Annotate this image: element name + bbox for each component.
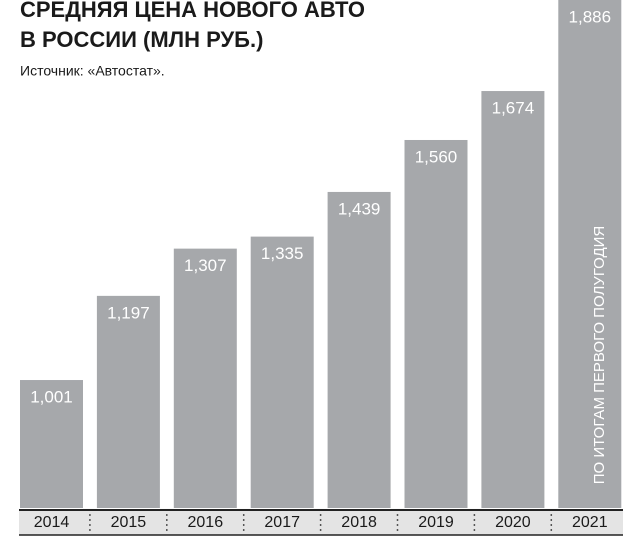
x-tick-label: 2018 [341,514,377,531]
bar [327,191,391,508]
value-label: 1,560 [415,147,458,166]
x-tick-label: 2021 [572,514,608,531]
value-label: 1,439 [338,199,381,218]
chart-title: В РОССИИ (МЛН РУБ.) [20,27,263,52]
bar [250,236,314,508]
bar [96,295,160,508]
value-label: 1,307 [184,256,227,275]
annotation: ПО ИТОГАМ ПЕРВОГО ПОЛУГОДИЯ [591,226,608,484]
value-label: 1,335 [261,244,304,263]
value-label: 1,674 [492,99,535,118]
bar [558,0,622,508]
x-tick-label: 2017 [264,514,300,531]
x-tick-label: 2015 [111,514,147,531]
value-label: 1,001 [30,388,73,407]
bar [20,380,83,508]
value-label: 1,886 [569,7,612,26]
source: Источник: «Автостат». [20,63,165,79]
x-tick-label: 2016 [188,514,224,531]
bar [404,139,468,508]
chart-title: СРЕДНЯЯ ЦЕНА НОВОГО АВТО [20,0,365,22]
axis-strip [19,510,623,535]
x-tick-label: 2019 [418,514,454,531]
bars [20,0,622,508]
bar [173,248,237,508]
x-tick-label: 2014 [34,514,70,531]
value-label: 1,197 [107,303,150,322]
bar [481,91,545,508]
x-tick-label: 2020 [495,514,531,531]
